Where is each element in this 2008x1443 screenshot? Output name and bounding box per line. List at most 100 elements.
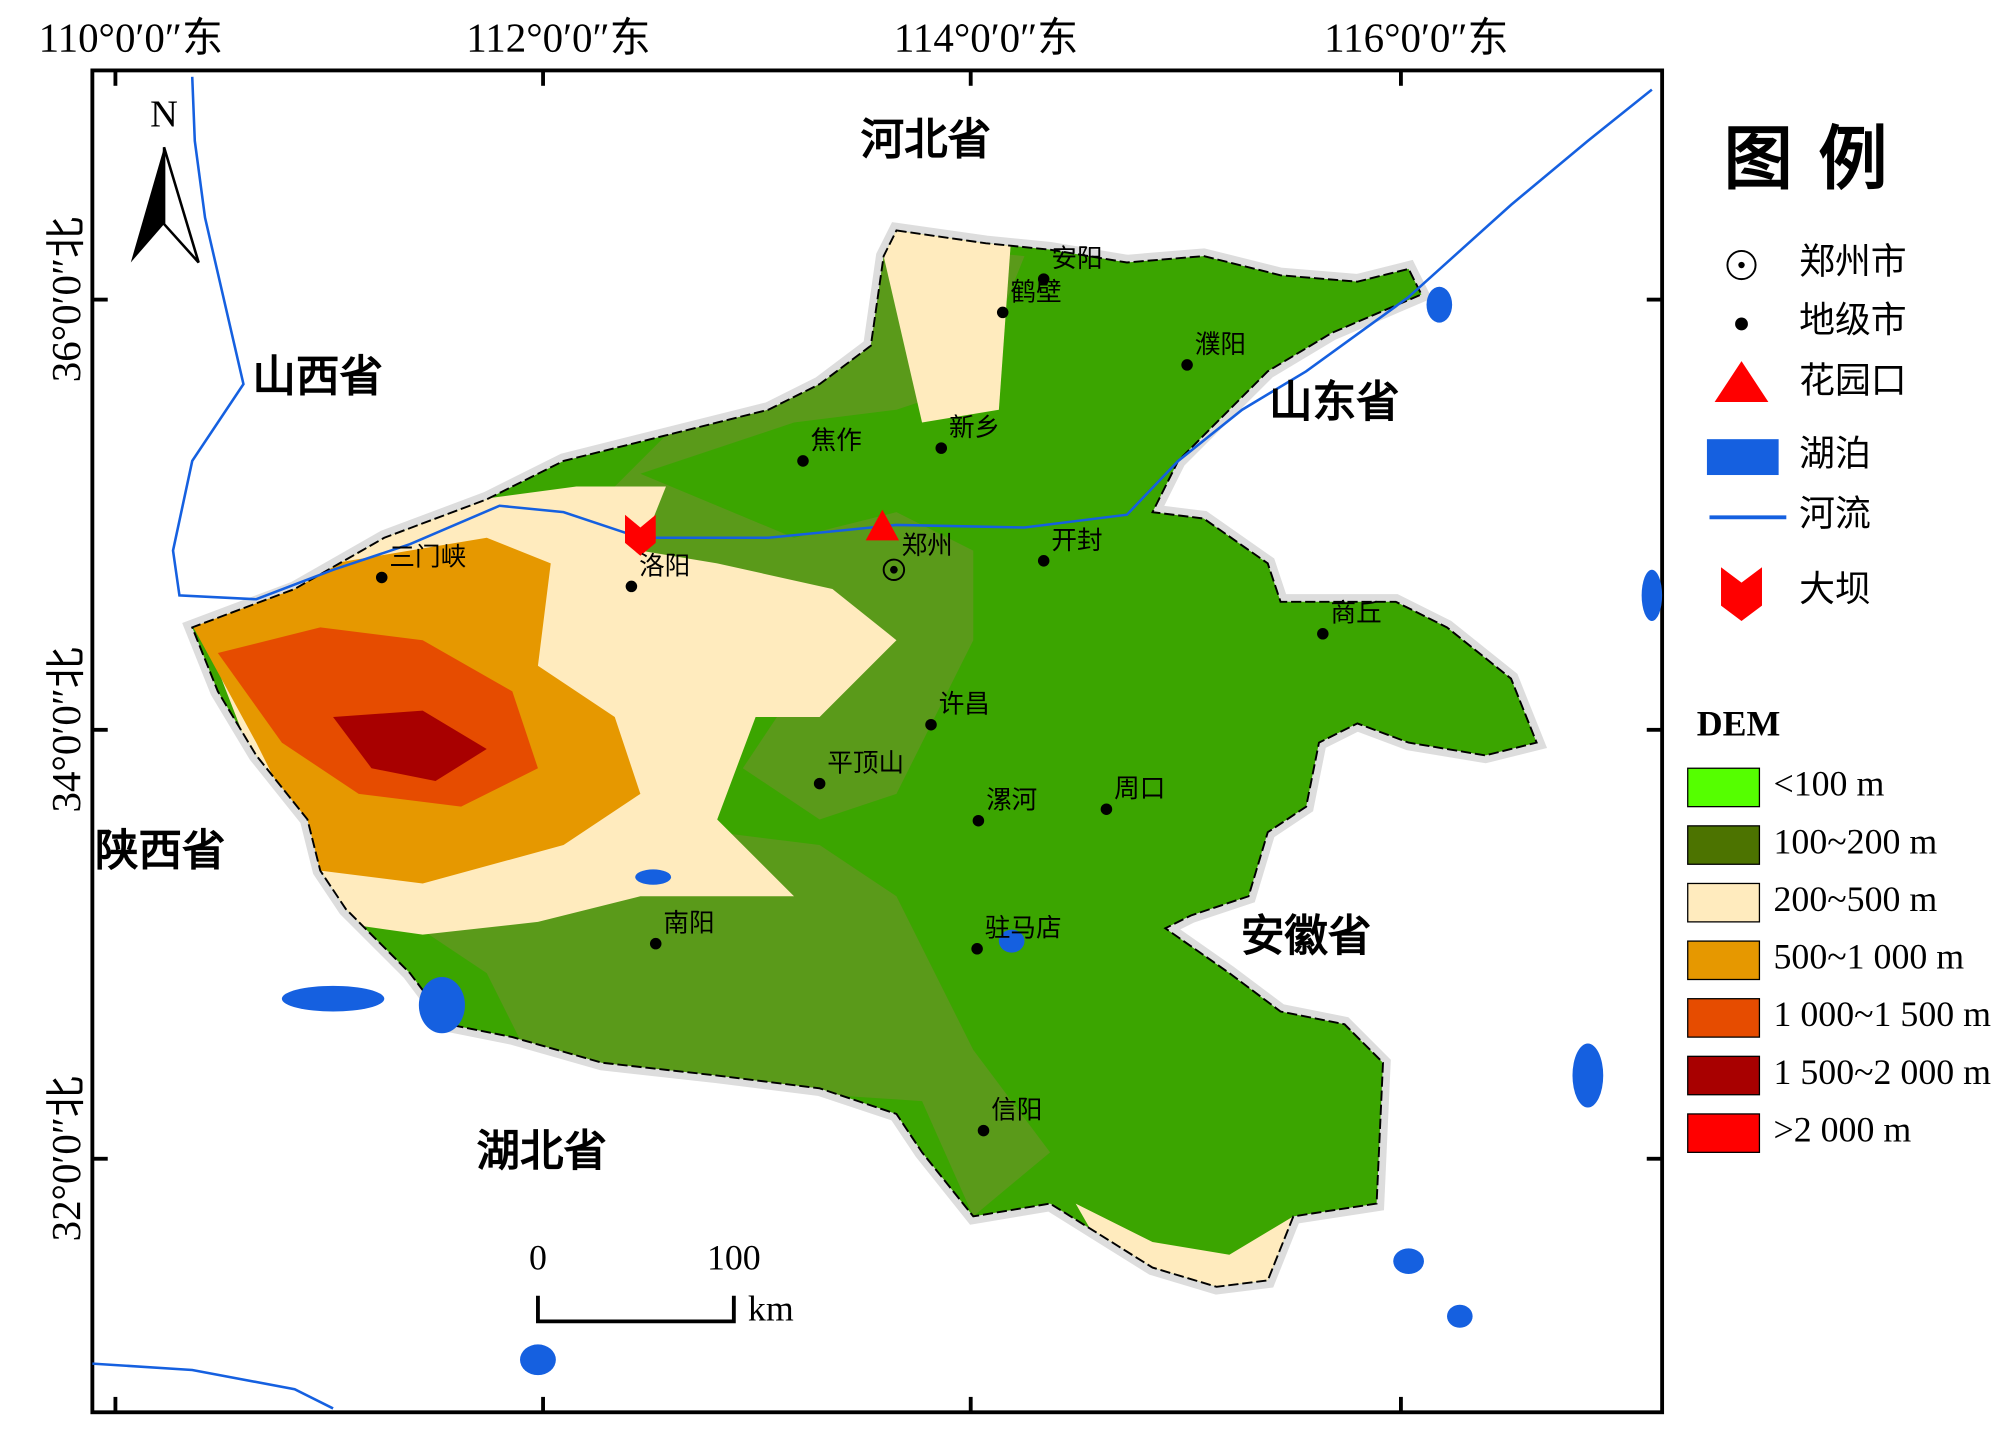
lake: [635, 869, 672, 885]
city-label: 洛阳: [639, 551, 690, 580]
arrow-half: [162, 146, 200, 264]
city-dot: [1317, 628, 1329, 640]
legend-symbol: [1726, 249, 1757, 281]
city-dot: [649, 937, 662, 950]
dem-label: 1 000~1 500 m: [1774, 994, 1992, 1034]
city-dot: [375, 571, 388, 584]
city-label: 安阳: [1051, 244, 1102, 273]
longitude-label: 110°0′0″东: [39, 15, 223, 61]
legend-label: 花园口: [1799, 360, 1907, 400]
latitude-label: 34°0′0″北: [43, 647, 89, 812]
city-dot: [935, 442, 948, 454]
lake: [1447, 1304, 1473, 1328]
dem-swatch: [1687, 1113, 1761, 1153]
dem-swatch: [1687, 940, 1761, 981]
city-label: 鹤壁: [1010, 277, 1061, 306]
lake: [520, 1344, 556, 1376]
dem-label: <100 m: [1774, 764, 1885, 804]
city-dot: [625, 580, 638, 593]
dem-swatch: [1687, 998, 1761, 1038]
legend-label: 湖泊: [1799, 433, 1871, 473]
scale-label: 100: [707, 1237, 761, 1277]
lake: [1572, 1043, 1604, 1108]
city-dot: [1100, 803, 1113, 815]
taihang: [883, 230, 1012, 423]
capital-dot: [890, 565, 898, 574]
huayuankou: [865, 509, 900, 541]
city-dot: [977, 1124, 990, 1137]
city-label: 许昌: [939, 690, 990, 719]
dem-label: 100~200 m: [1774, 821, 1938, 861]
lakes: [281, 286, 1663, 1376]
city-dot: [797, 455, 809, 467]
legend-label: 郑州市: [1799, 241, 1907, 281]
lake: [1426, 286, 1453, 323]
city-label: 开封: [1051, 526, 1102, 555]
legend-label: 大坝: [1799, 569, 1871, 609]
lake: [1393, 1248, 1424, 1274]
legend-symbol: [1735, 317, 1748, 331]
city-dot: [813, 777, 826, 790]
city-label: 驻马店: [985, 914, 1062, 943]
legend-symbol: [1738, 261, 1745, 269]
peak-area: [333, 710, 487, 782]
river: [92, 1362, 334, 1410]
legend-symbol: [1714, 361, 1769, 403]
province-label: 山西省: [252, 354, 383, 402]
longitude-label: 116°0′0″东: [1324, 15, 1508, 61]
dem-swatch: [1687, 825, 1761, 865]
yellow-river: [171, 76, 1653, 601]
city-label: 新乡: [949, 413, 1000, 442]
north-label: N: [150, 94, 178, 136]
dem-title: DEM: [1697, 703, 1781, 743]
dam: [625, 514, 656, 556]
scale-unit: km: [748, 1289, 794, 1329]
province-label: 陕西省: [95, 827, 226, 875]
longitude-label: 112°0′0″东: [466, 15, 650, 61]
legend-symbol: [1706, 439, 1779, 476]
city-dot: [971, 943, 983, 955]
city-dot: [1037, 273, 1050, 285]
scale-line: [536, 1295, 736, 1324]
city-label: 信阳: [991, 1096, 1042, 1125]
city-dot: [925, 718, 937, 731]
city-label: 南阳: [663, 909, 714, 938]
dem-label: 500~1 000 m: [1774, 937, 1965, 977]
dem-label: 200~500 m: [1774, 879, 1938, 919]
lake: [281, 985, 385, 1012]
lake: [418, 976, 465, 1034]
dem-swatch: [1687, 882, 1761, 923]
city-label: 三门峡: [389, 542, 466, 571]
dem-swatch: [1687, 1055, 1761, 1096]
city-dot: [1037, 555, 1050, 567]
dem-swatch: [1687, 767, 1761, 808]
dem-label: 1 500~2 000 m: [1774, 1052, 1992, 1092]
city-dot: [972, 814, 985, 827]
city-dot: [996, 306, 1009, 319]
legend-label: 地级市: [1799, 300, 1907, 340]
legend-label: 河流: [1799, 494, 1871, 534]
scale-bar: [536, 1295, 736, 1324]
province-label: 河北省: [861, 117, 992, 165]
city-dot: [1181, 359, 1193, 371]
lake: [1641, 569, 1663, 621]
basin-green: [409, 832, 1051, 1217]
dem-label: >2 000 m: [1774, 1109, 1912, 1149]
latitude-label: 32°0′0″北: [43, 1076, 89, 1241]
latitude-label: 36°0′0″北: [43, 217, 89, 382]
province-label: 山东省: [1269, 379, 1400, 427]
capital-label: 郑州: [902, 531, 953, 560]
legend-title: 图例: [1724, 120, 1913, 197]
legend-symbol: [1721, 567, 1762, 621]
longitude-label: 114°0′0″东: [894, 15, 1078, 61]
scale-label: 0: [529, 1237, 547, 1277]
city-label: 漯河: [986, 786, 1037, 815]
rivers: [92, 76, 1653, 1410]
province-label: 安徽省: [1241, 913, 1372, 961]
lake: [998, 929, 1025, 953]
city-label: 焦作: [811, 426, 862, 455]
province-label: 湖北省: [476, 1128, 607, 1176]
city-label: 商丘: [1330, 599, 1381, 628]
